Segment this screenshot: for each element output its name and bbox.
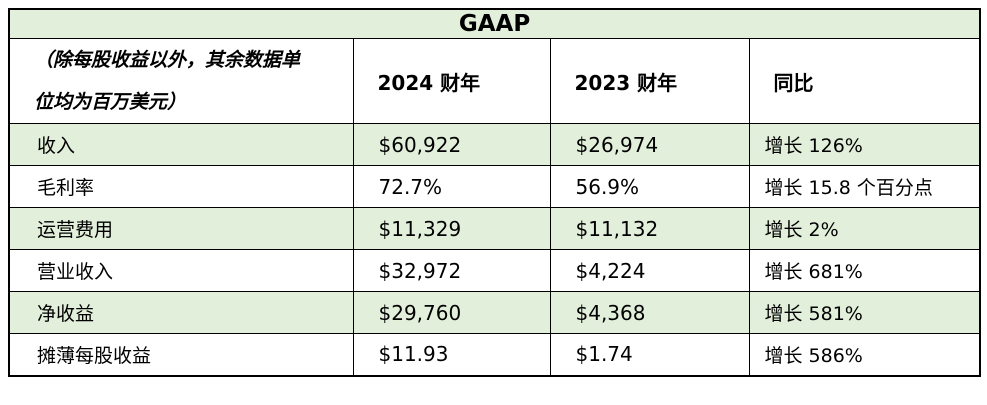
fy2023-value: $26,974 [549, 123, 750, 166]
gaap-financial-table: GAAP （除每股收益以外，其余数据单 位均为百万美元） 2024 财年 202… [8, 8, 982, 377]
fy2024-value: $32,972 [352, 249, 551, 292]
fy2023-value: 56.9% [549, 165, 750, 208]
units-note-line-1: （除每股收益以外，其余数据单 [34, 49, 301, 71]
yoy-value: 增长 2% [748, 207, 981, 250]
table-title-row: GAAP [8, 8, 981, 39]
column-header-yoy: 同比 [748, 38, 981, 124]
gaap-financial-table-container: GAAP （除每股收益以外，其余数据单 位均为百万美元） 2024 财年 202… [8, 8, 982, 377]
table-row-gross-margin: 毛利率 72.7% 56.9% 增长 15.8 个百分点 [8, 165, 981, 208]
fy2024-value: $29,760 [352, 291, 551, 334]
units-note-line-2: 位均为百万美元） [34, 91, 187, 113]
table-header-row: （除每股收益以外，其余数据单 位均为百万美元） 2024 财年 2023 财年 … [8, 38, 981, 124]
fy2024-value: $11.93 [352, 333, 551, 376]
fy2024-value: $11,329 [352, 207, 551, 250]
fy2023-value: $11,132 [549, 207, 750, 250]
fy2023-value: $1.74 [549, 333, 750, 376]
column-header-fy2023: 2023 财年 [549, 38, 750, 124]
row-label: 收入 [8, 123, 354, 166]
yoy-value: 增长 586% [748, 333, 981, 376]
table-row-revenue: 收入 $60,922 $26,974 增长 126% [8, 123, 981, 166]
units-note-cell: （除每股收益以外，其余数据单 位均为百万美元） [8, 38, 354, 124]
row-label: 毛利率 [8, 165, 354, 208]
table-row-operating-income: 营业收入 $32,972 $4,224 增长 681% [8, 249, 981, 292]
column-header-fy2024: 2024 财年 [352, 38, 551, 124]
fy2024-value: $60,922 [352, 123, 551, 166]
yoy-value: 增长 15.8 个百分点 [748, 165, 981, 208]
yoy-value: 增长 581% [748, 291, 981, 334]
table-row-net-income: 净收益 $29,760 $4,368 增长 581% [8, 291, 981, 334]
table-title: GAAP [8, 8, 981, 39]
row-label: 净收益 [8, 291, 354, 334]
fy2024-value: 72.7% [352, 165, 551, 208]
row-label: 摊薄每股收益 [8, 333, 354, 376]
yoy-value: 增长 681% [748, 249, 981, 292]
fy2023-value: $4,224 [549, 249, 750, 292]
row-label: 营业收入 [8, 249, 354, 292]
table-row-operating-expenses: 运营费用 $11,329 $11,132 增长 2% [8, 207, 981, 250]
fy2023-value: $4,368 [549, 291, 750, 334]
row-label: 运营费用 [8, 207, 354, 250]
yoy-value: 增长 126% [748, 123, 981, 166]
table-row-diluted-eps: 摊薄每股收益 $11.93 $1.74 增长 586% [8, 333, 981, 376]
